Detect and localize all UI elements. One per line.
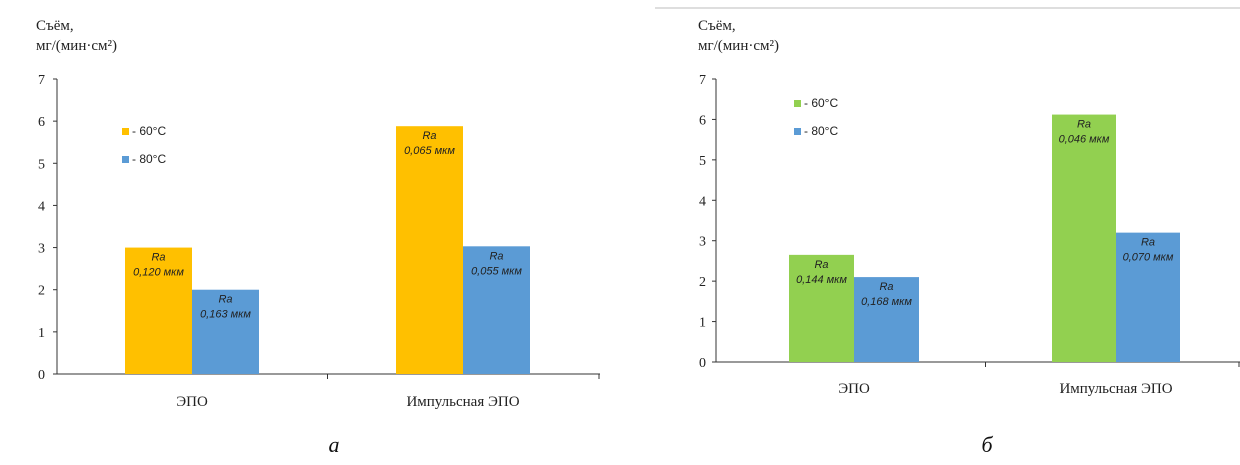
- legend-swatch: [122, 156, 129, 163]
- bar: [854, 277, 919, 362]
- data-label-ra: Ra: [879, 281, 893, 293]
- legend-label: - 80°С: [132, 152, 166, 166]
- bar: [1116, 232, 1180, 362]
- data-label-value: 0,168 мкм: [861, 296, 912, 308]
- bar: [463, 246, 530, 374]
- bar: [125, 247, 192, 374]
- bar: [396, 126, 463, 374]
- data-label-value: 0,065 мкм: [404, 145, 455, 157]
- legend-swatch: [794, 128, 801, 135]
- y-axis-label: Съём,: [698, 18, 736, 34]
- bar: [789, 254, 854, 362]
- y-axis-label: Съём,: [36, 18, 74, 34]
- data-label-value: 0,163 мкм: [200, 309, 251, 321]
- y-tick-label: 2: [38, 284, 45, 299]
- y-tick-label: 6: [38, 115, 45, 130]
- x-category-label: Импульсная ЭПО: [1059, 381, 1172, 397]
- data-label-value: 0,070 мкм: [1123, 252, 1174, 264]
- y-tick-label: 1: [38, 326, 45, 341]
- y-tick-label: 4: [38, 199, 45, 214]
- data-label-ra: Ra: [1077, 119, 1091, 131]
- legend-label: - 60°С: [804, 96, 838, 110]
- data-label-ra: Ra: [814, 259, 828, 271]
- legend-swatch: [122, 128, 129, 135]
- legend-label: - 60°С: [132, 124, 166, 138]
- data-label-value: 0,055 мкм: [471, 265, 522, 277]
- bar: [1052, 114, 1116, 362]
- y-tick-label: 1: [699, 316, 706, 331]
- y-tick-label: 5: [699, 154, 706, 169]
- data-label-value: 0,120 мкм: [133, 267, 184, 279]
- data-label-ra: Ra: [1141, 237, 1155, 249]
- y-tick-label: 4: [699, 194, 706, 209]
- data-label-ra: Ra: [218, 294, 232, 306]
- x-category-label: ЭПО: [176, 394, 208, 410]
- x-category-label: Импульсная ЭПО: [406, 394, 519, 410]
- y-tick-label: 6: [699, 113, 706, 128]
- data-label-ra: Ra: [489, 250, 503, 262]
- data-label-value: 0,046 мкм: [1059, 134, 1110, 146]
- y-tick-label: 7: [699, 73, 706, 88]
- y-axis-unit-label: мг/(мин·см²): [698, 38, 779, 54]
- legend-swatch: [794, 100, 801, 107]
- chart-a: Съём, мг/(мин·см²) 0 1 2 3 4 5 6 7 Ra 0,120 мкм Ra 0,…: [36, 18, 600, 457]
- data-label-value: 0,144 мкм: [796, 274, 847, 286]
- panel-label: а: [329, 432, 340, 457]
- y-tick-label: 0: [699, 356, 706, 371]
- y-tick-label: 7: [38, 73, 45, 88]
- x-category-label: ЭПО: [838, 381, 870, 397]
- y-tick-label: 2: [699, 275, 706, 290]
- y-tick-label: 3: [38, 242, 45, 257]
- y-tick-label: 5: [38, 157, 45, 172]
- legend-label: - 80°С: [804, 124, 838, 138]
- bar: [192, 289, 259, 374]
- y-axis-unit-label: мг/(мин·см²): [36, 38, 117, 54]
- data-label-ra: Ra: [422, 130, 436, 142]
- data-label-ra: Ra: [151, 252, 165, 264]
- panel-label: б: [981, 432, 993, 457]
- y-tick-label: 0: [38, 368, 45, 383]
- y-tick-label: 3: [699, 235, 706, 250]
- chart-b: Съём, мг/(мин·см²) 0 1 2 3 4 5 6 7 Ra 0,144 мкм Ra 0,…: [698, 18, 1240, 457]
